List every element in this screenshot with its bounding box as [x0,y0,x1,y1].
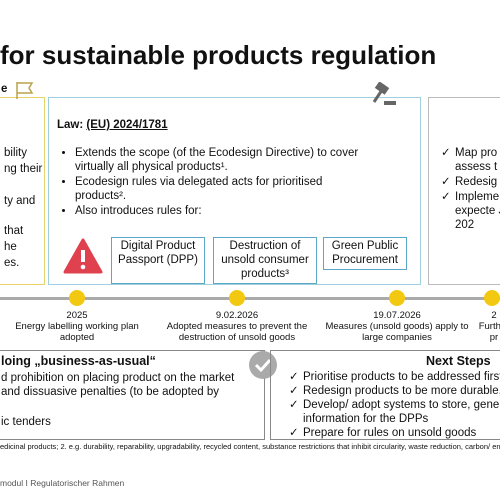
timeline-dot [229,290,245,306]
timeline-dot [69,290,85,306]
footnote: edicinal products; 2. e.g. durability, r… [0,442,500,451]
bullet: Ecodesign rules via delegated acts for p… [75,175,375,203]
text-line: ic tenders [1,416,51,428]
left-panel: e bility ng their ty and that he es. [0,83,45,285]
milestone-text: Measures (unsold goods) apply to large c… [325,321,469,343]
step: Develop/ adopt systems to store, generat… [289,398,500,426]
bullet: Also introduces rules for: [75,204,375,218]
flag-icon [16,82,34,99]
right-panel: Map pro assess t Redesig Impleme expecte… [428,97,500,285]
bullet: Redesig [441,175,500,189]
timeline-line [0,297,500,300]
box-title: Next Steps [426,354,491,368]
law-number: (EU) 2024/1781 [86,119,168,131]
box-title: loing „business-as-usual“ [1,354,156,368]
milestone: 19.07.2026 Measures (unsold goods) apply … [322,310,472,343]
bottom-left-box: loing „business-as-usual“ d prohibition … [0,350,265,440]
topic-box: Digital Product Passport (DPP) [111,237,205,284]
law-panel: Law: (EU) 2024/1781 Extends the scope (o… [48,97,421,285]
law-label: Law: [57,119,84,131]
milestone-date: 2 [491,310,497,321]
step: Prioritise products to be addressed firs… [289,370,500,384]
text-line: ng their [4,163,43,175]
bullet: Extends the scope (of the Ecodesign Dire… [75,146,375,174]
timeline-dot [389,290,405,306]
right-bullets: Map pro assess t Redesig Impleme expecte… [439,146,500,233]
milestone-date: 19.07.2026 [373,310,421,321]
law-bullets: Extends the scope (of the Ecodesign Dire… [59,146,375,219]
text-line: bility [4,147,28,159]
milestone: 2025 Energy labelling working plan adopte… [2,310,152,343]
gavel-icon [372,82,396,105]
timeline-dot [484,290,500,306]
text-line: he [4,241,17,253]
milestone-text: Adopted measures to prevent the destruct… [166,321,308,343]
text-line: ty and [4,195,36,207]
milestone-text: Energy labelling working plan adopted [15,321,139,343]
footer: modul I Regulatorischer Rahmen [0,478,125,488]
milestone-date: 9.02.2026 [215,310,259,321]
milestone: 9.02.2026 Adopted measures to prevent the… [162,310,312,343]
milestone-date: 2025 [66,310,88,321]
text-line: es. [4,257,20,269]
text-line: that [4,225,24,237]
law-heading: Law: (EU) 2024/1781 [57,118,168,132]
bullet: Map pro assess t [441,146,500,174]
milestone: 2Further pr [474,310,500,343]
warning-icon [63,238,103,274]
title: for sustainable products regulation [0,40,437,70]
step: Prepare for rules on unsold goods [289,426,500,440]
next-steps-box: Next Steps Prioritise products to be add… [270,350,500,440]
topic-box: Destruction of unsold consumer products³ [213,237,317,284]
bullet: Impleme expecte July 202 [441,190,500,232]
step: Redesign products to be more durable, re… [289,384,500,398]
text-line: d prohibition on placing product on the … [1,372,235,384]
next-steps-list: Prioritise products to be addressed firs… [287,370,500,440]
topic-box: Green Public Procurement [323,237,407,270]
panel-heading: e [1,83,8,95]
milestone-text: Further pr [478,321,500,343]
text-line: and dissuasive penalties (to be adopted … [1,386,220,398]
